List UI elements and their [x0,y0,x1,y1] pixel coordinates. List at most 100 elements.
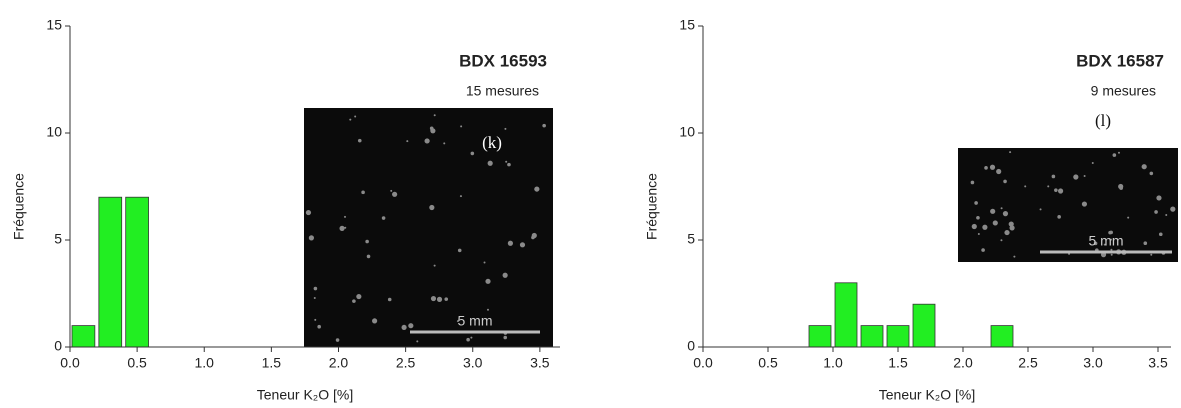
grain [429,204,435,211]
grain [344,215,347,218]
x-tick-label: 0.5 [127,355,147,371]
grain [457,248,462,253]
grain [433,264,436,267]
grain [990,208,996,214]
grain [1002,211,1009,217]
grain [534,186,540,192]
grain [381,216,386,220]
y-tick-label: 5 [687,231,695,247]
x-tick-label: 1.5 [888,355,908,371]
grain [1009,225,1015,231]
x-tick-label: 0.0 [693,355,713,371]
x-tick-label: 0.5 [758,355,778,371]
bar [990,325,1014,348]
grain [992,220,998,226]
y-axis-label: Fréquence [644,173,660,240]
grain [354,115,357,118]
grain [1112,153,1117,157]
grain [305,209,312,216]
grain [335,338,340,342]
grain [1000,207,1003,210]
grain [483,261,486,264]
grain [357,138,362,143]
x-tick-label: 0.0 [60,355,80,371]
y-tick-label: 0 [687,338,695,354]
grain [1047,185,1050,188]
grain [1156,195,1162,201]
grain [313,286,318,291]
bar [71,325,96,348]
y-tick-label: 15 [679,17,695,33]
grain [1008,221,1014,227]
grain [401,324,407,331]
x-tick-label: 2.0 [329,355,349,371]
x-tick-label: 3.0 [1083,355,1103,371]
grain [1149,171,1154,176]
x-tick-label: 1.5 [262,355,282,371]
grain [365,239,369,244]
grain [1158,232,1163,237]
grain [390,189,393,192]
grain [977,232,980,235]
grain [372,318,378,324]
x-axis-label: Teneur K₂O [%] [257,387,353,403]
x-tick-label: 3.5 [530,355,550,371]
grain [1165,213,1168,216]
grain [486,308,489,311]
grain [1141,164,1147,170]
grain [416,340,419,343]
x-tick-label: 2.5 [1018,355,1038,371]
grain [981,248,985,252]
grain [444,297,449,301]
grain [487,160,493,166]
grain [470,336,473,339]
grain [459,195,462,198]
grain [433,114,436,117]
x-tick-label: 2.5 [396,355,416,371]
x-axis-label: Teneur K₂O [%] [879,387,975,403]
chart-subtitle: 9 mesures [1091,83,1156,99]
grain [1083,174,1086,177]
grain [1039,208,1042,211]
grain [1108,230,1112,235]
annotation: (k) [482,133,502,152]
grain [519,242,526,248]
grain [485,278,491,284]
grain [974,201,978,205]
grain [996,168,1002,175]
x-tick-label: 3.0 [463,355,483,371]
grain [366,254,371,259]
grain [976,215,980,220]
bar [912,303,936,348]
grain [1091,162,1094,165]
grain [1009,151,1012,154]
bar [860,325,884,348]
grain [408,323,414,329]
chart-subtitle: 15 mesures [466,83,539,99]
grain [1004,229,1010,236]
grain [456,320,459,323]
grain [1150,253,1153,256]
grain [1143,241,1148,246]
grain [387,297,392,302]
bar [834,282,858,348]
grain [1054,188,1058,192]
grain [1081,201,1088,207]
grain [502,272,508,278]
grain [989,164,996,170]
grain [1110,248,1113,251]
grain [1170,206,1176,212]
grain [317,324,321,329]
grain [507,240,514,246]
bar [125,196,149,348]
grain [1024,185,1027,188]
x-tick-label: 3.5 [1148,355,1168,371]
grain [504,127,507,130]
grain [1117,151,1120,154]
grain [352,299,356,303]
grain [1103,243,1106,246]
bar [808,325,832,348]
grain [1013,255,1016,258]
bar [886,325,910,348]
grain [1073,174,1079,180]
